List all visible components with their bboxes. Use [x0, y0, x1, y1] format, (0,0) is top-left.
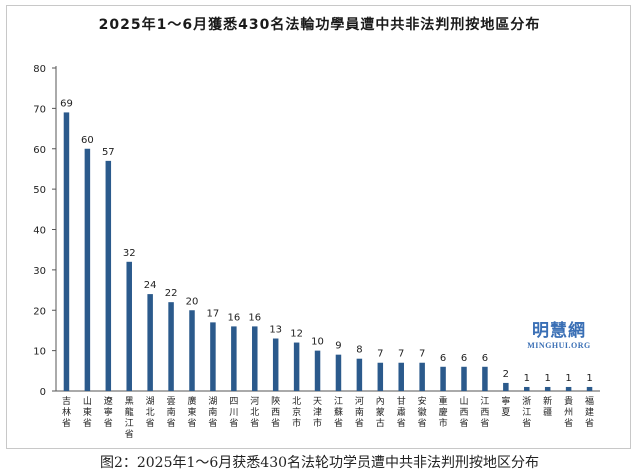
bar — [231, 326, 237, 391]
x-tick-label: 安徽省 — [418, 395, 427, 429]
bar — [314, 350, 321, 391]
bar-value-label: 1 — [524, 373, 530, 384]
bar-value-label: 60 — [81, 135, 94, 146]
bar — [63, 112, 70, 391]
y-tick-label: 20 — [33, 306, 46, 317]
bar — [377, 362, 384, 391]
bar-value-label: 10 — [311, 337, 324, 348]
bar-value-label: 8 — [356, 345, 362, 356]
bar — [524, 386, 530, 391]
bar-value-label: 7 — [377, 349, 383, 360]
bar — [398, 362, 404, 391]
x-tick-label: 吉林省 — [62, 396, 71, 429]
x-tick-label: 陝西省 — [271, 396, 280, 429]
bar — [461, 366, 467, 391]
bar — [586, 386, 593, 391]
x-tick-label: 河南省 — [355, 395, 364, 429]
figure-caption: 图2：2025年1～6月获悉430名法轮功学员遭中共非法判刑按地区分布 — [99, 455, 540, 471]
bar-value-label: 20 — [186, 296, 199, 307]
x-tick-label: 雲南省 — [167, 396, 176, 429]
x-tick-label: 湖南省 — [208, 396, 217, 429]
bar-value-label: 1 — [565, 373, 571, 384]
x-tick-label: 甘肅省 — [397, 395, 406, 429]
y-tick-label: 0 — [40, 387, 46, 398]
bar-value-label: 69 — [60, 98, 73, 109]
bar — [565, 386, 572, 391]
bar-value-label: 6 — [461, 353, 467, 364]
bar-value-label: 6 — [482, 353, 488, 364]
bar-value-label: 7 — [398, 349, 404, 360]
bar-value-label: 1 — [586, 373, 592, 384]
y-tick-label: 60 — [33, 145, 46, 156]
x-tick-label: 黑龍江省 — [125, 396, 134, 440]
x-tick-label: 河北省 — [250, 395, 259, 429]
bar — [252, 326, 258, 391]
bar-value-label: 7 — [419, 349, 425, 360]
bar — [84, 148, 91, 391]
bar — [482, 366, 488, 391]
bar — [356, 358, 363, 391]
y-tick-label: 50 — [33, 185, 46, 196]
x-tick-label: 浙江省 — [522, 395, 531, 429]
bar — [126, 261, 132, 391]
bar — [419, 362, 425, 391]
x-tick-label: 遼寧省 — [104, 395, 113, 429]
x-tick-label: 江西省 — [480, 396, 489, 429]
bar — [105, 160, 112, 391]
x-tick-label: 四川省 — [229, 397, 238, 429]
watermark-cn: 明慧網 — [532, 321, 586, 341]
y-tick-label: 40 — [33, 226, 46, 237]
x-tick-label: 重慶市 — [439, 395, 448, 429]
bar-value-label: 16 — [248, 312, 261, 323]
bar — [293, 342, 300, 391]
bar-value-label: 6 — [440, 353, 446, 364]
x-tick-label: 湖北省 — [146, 396, 155, 429]
bar-value-label: 2 — [503, 369, 509, 380]
bar-value-label: 32 — [123, 248, 136, 259]
x-tick-label: 內蒙古 — [376, 396, 385, 429]
minghui-watermark: 明慧網 MINGHUI.ORG — [524, 316, 594, 350]
bar — [335, 354, 342, 391]
x-tick-label: 貴州省 — [564, 395, 573, 429]
bar-value-label: 57 — [102, 147, 115, 158]
bar-value-label: 24 — [144, 280, 157, 291]
bar — [147, 294, 153, 391]
y-tick-label: 30 — [33, 266, 46, 277]
chart-title: 2025年1～6月獲悉430名法輪功學員遭中共非法判刑按地區分布 — [98, 17, 541, 33]
x-tick-label: 新疆 — [543, 395, 552, 418]
x-tick-label: 江蘇省 — [334, 396, 343, 429]
bar — [168, 302, 174, 391]
x-tick-label: 山東省 — [83, 396, 92, 429]
watermark-en: MINGHUI.ORG — [527, 341, 591, 350]
bar — [189, 310, 195, 391]
bar — [503, 382, 509, 391]
y-tick-label: 80 — [33, 64, 46, 75]
bar-value-label: 22 — [165, 288, 178, 299]
bar-value-label: 9 — [335, 341, 341, 352]
x-tick-label: 山西省 — [459, 396, 468, 429]
x-tick-label: 福建省 — [585, 395, 594, 429]
bar — [272, 338, 279, 391]
y-tick-label: 70 — [33, 104, 46, 115]
bar — [210, 322, 216, 391]
x-tick-label: 天津市 — [313, 397, 322, 429]
bar-value-label: 17 — [207, 308, 220, 319]
x-tick-label: 北京市 — [292, 396, 301, 429]
bar — [544, 386, 551, 391]
bar-value-label: 1 — [545, 373, 551, 384]
bar — [440, 366, 446, 391]
bar-value-label: 13 — [269, 325, 282, 336]
y-tick-label: 10 — [33, 347, 46, 358]
bar-value-label: 12 — [290, 329, 303, 340]
x-tick-label: 廣東省 — [187, 395, 196, 429]
bar-value-label: 16 — [227, 312, 240, 323]
x-tick-label: 寧夏 — [501, 395, 510, 418]
